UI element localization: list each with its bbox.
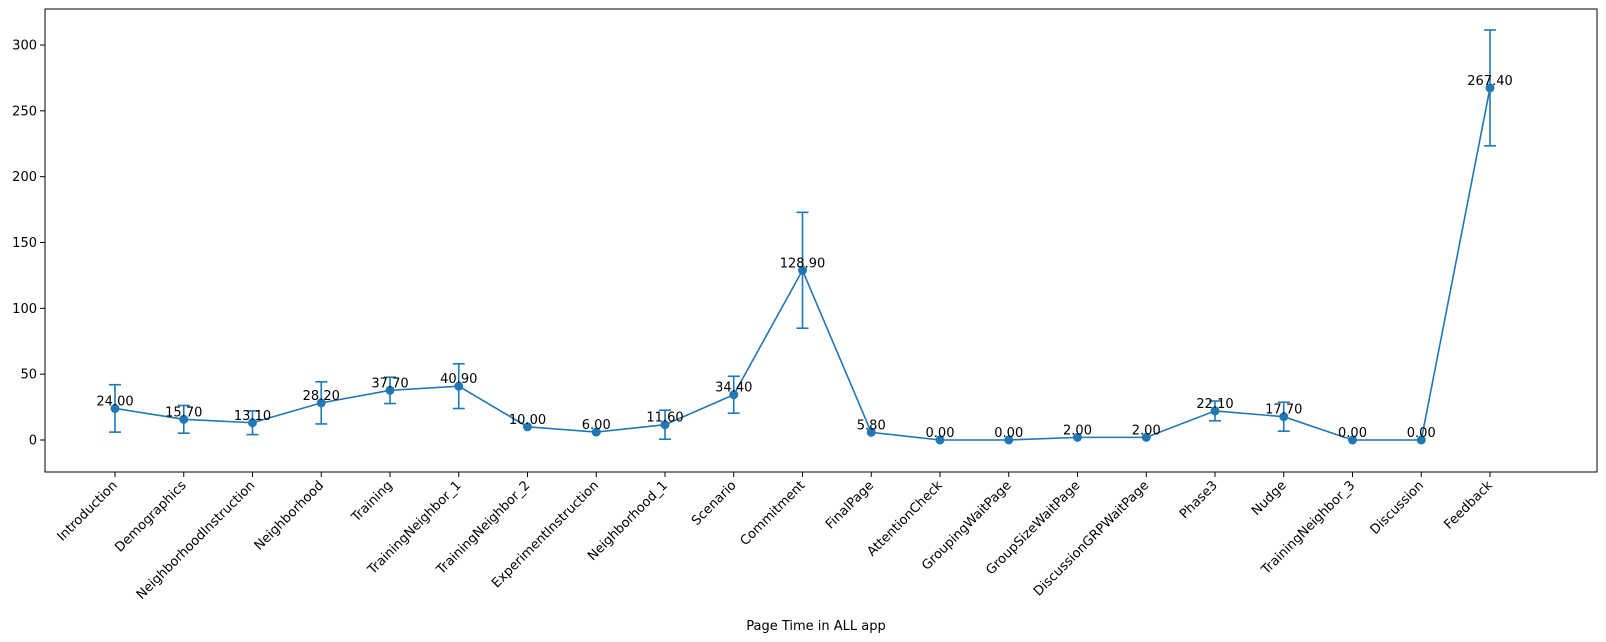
data-label-Demographics: 15.70 — [165, 405, 202, 420]
data-label-NeighborhoodInstruction: 13.10 — [234, 409, 271, 424]
data-label-TrainingNeighbor_2: 10.00 — [509, 413, 546, 428]
data-labels: 24.00 15.70 13.10 28.20 37.70 40.90 10.00 6.00 1… — [96, 74, 1512, 441]
x-tick-label-DiscussionGRPWaitPage: DiscussionGRPWaitPage — [1031, 478, 1152, 599]
data-label-Neighborhood: 28.20 — [303, 389, 340, 404]
data-label-TrainingNeighbor_3: 0.00 — [1338, 426, 1367, 441]
data-point-ExperimentInstruction — [591, 427, 601, 437]
y-tick-label-0: 0 — [29, 434, 37, 449]
x-tick-label-Discussion: Discussion — [1368, 478, 1427, 537]
data-label-FinalPage: 5.80 — [857, 418, 886, 433]
error-bars — [109, 29, 1496, 441]
x-tick-label-Introduction: Introduction — [55, 478, 121, 544]
plot-area-frame — [44, 8, 1598, 473]
data-label-Discussion: 0.00 — [1407, 426, 1436, 441]
data-label-Neighborhood_1: 11.60 — [646, 411, 683, 426]
data-point-Phase3 — [1210, 406, 1220, 416]
data-point-Nudge — [1279, 412, 1289, 422]
y-tick-label-250: 250 — [12, 104, 37, 119]
data-label-AttentionCheck: 0.00 — [926, 426, 955, 441]
data-point-AttentionCheck — [935, 435, 945, 445]
x-tick-label-Training: Training — [348, 478, 396, 526]
y-tick-label-300: 300 — [12, 39, 37, 54]
y-axis: 0 50 100 150 200 250 300 — [12, 39, 45, 449]
x-tick-label-FinalPage: FinalPage — [823, 478, 877, 532]
data-label-Phase3: 22.10 — [1196, 397, 1233, 412]
data-label-ExperimentInstruction: 6.00 — [582, 418, 611, 433]
data-markers — [110, 83, 1495, 445]
data-point-Demographics — [179, 414, 189, 424]
x-axis: IntroductionDemographicsNeighborhoodInst… — [55, 472, 1496, 603]
data-label-DiscussionGRPWaitPage: 2.00 — [1132, 423, 1161, 438]
data-point-NeighborhoodInstruction — [248, 418, 257, 428]
data-point-Feedback — [1485, 83, 1495, 93]
x-axis-label: Page Time in ALL app — [746, 619, 886, 634]
data-point-Training — [385, 385, 395, 395]
y-tick-label-100: 100 — [12, 302, 37, 317]
data-label-Nudge: 17.70 — [1265, 403, 1302, 418]
x-tick-label-Nudge: Nudge — [1249, 478, 1290, 519]
data-point-TrainingNeighbor_1 — [454, 381, 464, 391]
data-label-GroupSizeWaitPage: 2.00 — [1063, 423, 1092, 438]
x-tick-label-Commitment: Commitment — [738, 478, 809, 549]
data-point-DiscussionGRPWaitPage — [1141, 432, 1151, 442]
x-tick-label-Demographics: Demographics — [112, 478, 189, 555]
data-point-Neighborhood_1 — [660, 420, 670, 430]
data-point-GroupingWaitPage — [1004, 435, 1014, 445]
x-tick-label-Phase3: Phase3 — [1177, 478, 1221, 522]
y-tick-label-150: 150 — [12, 236, 37, 251]
data-label-GroupingWaitPage: 0.00 — [994, 426, 1023, 441]
data-label-Scenario: 34.40 — [715, 381, 752, 396]
data-label-Introduction: 24.00 — [96, 394, 133, 409]
x-tick-label-NeighborhoodInstruction: NeighborhoodInstruction — [134, 478, 259, 603]
data-point-FinalPage — [866, 427, 876, 437]
data-point-Scenario — [729, 390, 739, 400]
data-point-TrainingNeighbor_3 — [1348, 435, 1357, 445]
data-point-Discussion — [1416, 435, 1426, 445]
data-point-Commitment — [798, 265, 807, 275]
data-label-Training: 37.70 — [371, 376, 408, 391]
data-point-TrainingNeighbor_2 — [523, 422, 532, 432]
data-point-Neighborhood — [316, 398, 326, 408]
data-label-Commitment: 128.90 — [780, 256, 826, 271]
data-point-Introduction — [110, 403, 120, 413]
x-tick-label-Scenario: Scenario — [689, 478, 740, 529]
y-tick-label-200: 200 — [12, 170, 37, 185]
x-tick-label-Neighborhood: Neighborhood — [252, 478, 327, 553]
data-label-TrainingNeighbor_1: 40.90 — [440, 372, 477, 387]
y-tick-label-50: 50 — [20, 368, 37, 383]
x-tick-label-Feedback: Feedback — [1441, 478, 1496, 533]
data-label-Feedback: 267.40 — [1467, 74, 1513, 89]
data-point-GroupSizeWaitPage — [1073, 432, 1082, 442]
